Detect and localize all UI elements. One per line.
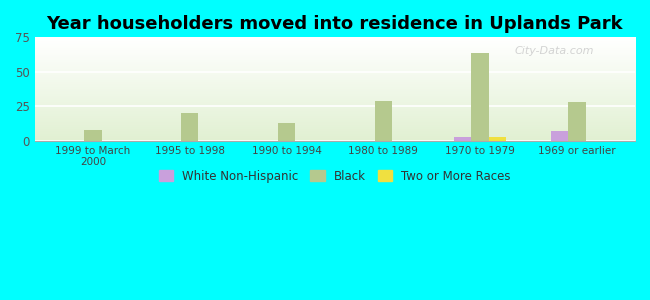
Bar — [374, 101, 392, 141]
Bar — [551, 131, 568, 141]
Bar — [278, 123, 295, 141]
Bar — [489, 136, 506, 141]
Bar — [84, 130, 101, 141]
Bar — [568, 102, 586, 141]
Title: Year householders moved into residence in Uplands Park: Year householders moved into residence i… — [47, 15, 623, 33]
Bar — [181, 113, 198, 141]
Bar — [471, 52, 489, 141]
Bar — [454, 136, 471, 141]
Legend: White Non-Hispanic, Black, Two or More Races: White Non-Hispanic, Black, Two or More R… — [153, 164, 517, 189]
Text: City-Data.com: City-Data.com — [515, 46, 595, 56]
